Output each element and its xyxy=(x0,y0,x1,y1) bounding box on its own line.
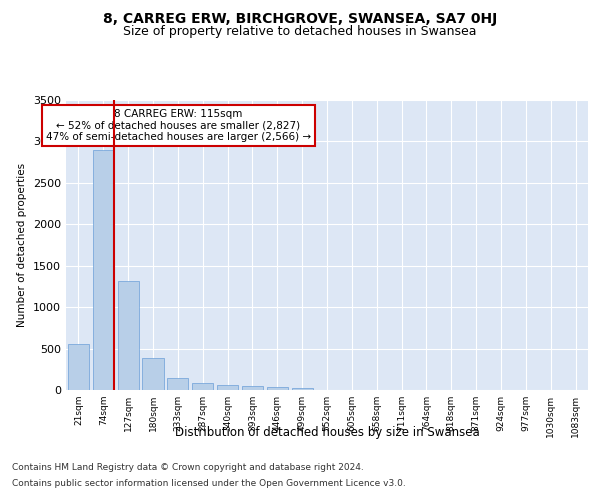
Bar xyxy=(93,150,114,390)
Text: Distribution of detached houses by size in Swansea: Distribution of detached houses by size … xyxy=(175,426,479,439)
Bar xyxy=(267,387,288,390)
Bar xyxy=(118,280,139,390)
Bar xyxy=(68,344,89,390)
Text: Contains HM Land Registry data © Crown copyright and database right 2024.: Contains HM Land Registry data © Crown c… xyxy=(12,464,364,472)
Text: Contains public sector information licensed under the Open Government Licence v3: Contains public sector information licen… xyxy=(12,478,406,488)
Y-axis label: Number of detached properties: Number of detached properties xyxy=(17,163,28,327)
Bar xyxy=(217,386,238,390)
Bar xyxy=(142,358,164,390)
Text: 8, CARREG ERW, BIRCHGROVE, SWANSEA, SA7 0HJ: 8, CARREG ERW, BIRCHGROVE, SWANSEA, SA7 … xyxy=(103,12,497,26)
Text: 8 CARREG ERW: 115sqm
← 52% of detached houses are smaller (2,827)
47% of semi-de: 8 CARREG ERW: 115sqm ← 52% of detached h… xyxy=(46,108,311,142)
Bar xyxy=(192,384,213,390)
Bar xyxy=(242,386,263,390)
Text: Size of property relative to detached houses in Swansea: Size of property relative to detached ho… xyxy=(123,25,477,38)
Bar xyxy=(167,378,188,390)
Bar xyxy=(292,388,313,390)
